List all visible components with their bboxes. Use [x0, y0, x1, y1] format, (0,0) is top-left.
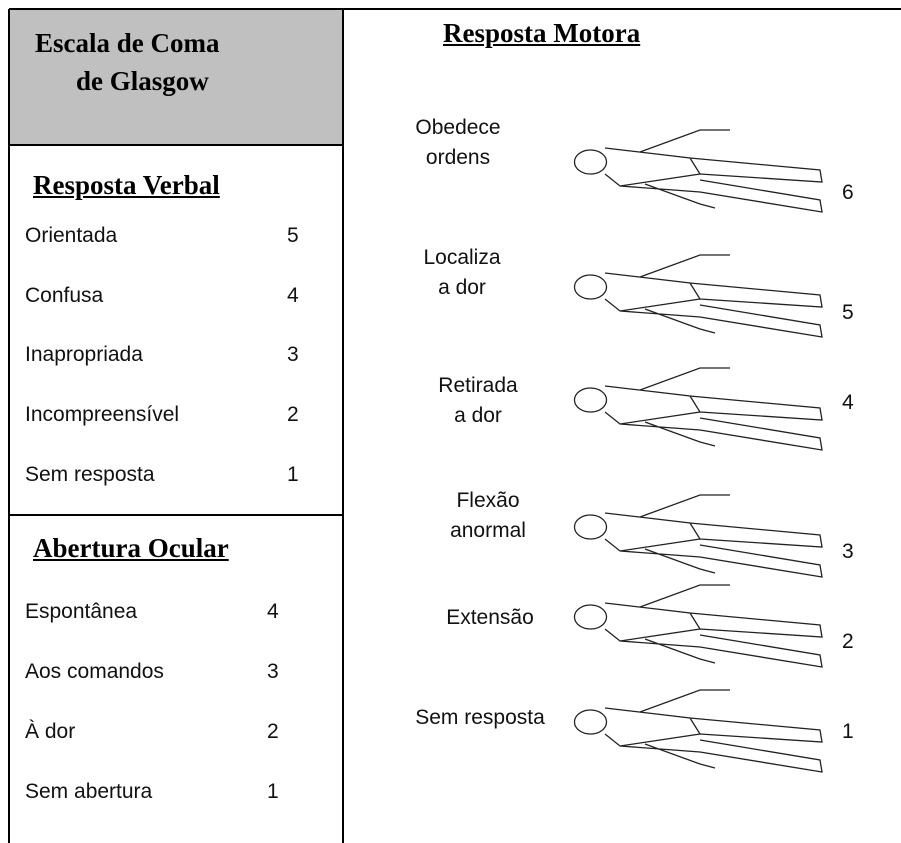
item-score: 1	[842, 720, 854, 743]
figure	[573, 129, 823, 213]
motor-label: Extensão	[446, 606, 534, 629]
item-label: Sem resposta	[25, 463, 155, 486]
figure	[573, 584, 823, 668]
title: Escala de Coma	[35, 28, 220, 58]
item-label: Inapropriada	[25, 343, 143, 366]
figures	[573, 129, 823, 773]
item-score: 4	[267, 600, 279, 623]
motor-label: anormal	[450, 519, 526, 542]
title-box	[9, 9, 343, 145]
item-label: Aos comandos	[25, 660, 164, 683]
item-score: 2	[842, 630, 854, 653]
motor-label: a dor	[454, 404, 502, 427]
item-label: Orientada	[25, 224, 118, 247]
section-heading: Resposta Verbal	[33, 170, 220, 200]
item-score: 1	[287, 463, 299, 486]
motor-label: Sem resposta	[415, 706, 545, 729]
item-score: 6	[842, 181, 854, 204]
motor-label: Localiza	[423, 246, 501, 269]
item-score: 2	[287, 403, 299, 426]
item-label: Incompreensível	[25, 403, 180, 426]
figure	[573, 254, 823, 338]
item-score: 4	[842, 391, 854, 414]
motor-label: ordens	[425, 146, 491, 169]
borders	[8, 8, 901, 843]
figure	[573, 367, 823, 451]
figure	[573, 689, 823, 773]
motor-label: Retirada	[438, 374, 518, 397]
item-score: 3	[287, 343, 299, 366]
item-score: 5	[842, 301, 854, 324]
section-heading: Abertura Ocular	[33, 533, 229, 563]
item-score: 5	[287, 224, 299, 247]
motor-label: Obedece	[415, 116, 501, 139]
item-label: À dor	[25, 720, 76, 743]
item-score: 3	[267, 660, 279, 683]
item-score: 2	[267, 720, 279, 743]
item-score: 3	[842, 540, 854, 563]
item-score: 1	[267, 780, 279, 803]
item-label: Confusa	[25, 284, 104, 307]
figure	[573, 494, 823, 578]
section-heading: Resposta Motora	[443, 18, 641, 48]
item-label: Espontânea	[25, 600, 138, 623]
item-label: Sem abertura	[25, 780, 153, 803]
title: de Glasgow	[76, 66, 209, 96]
item-score: 4	[287, 284, 299, 307]
motor-label: Flexão	[456, 489, 520, 512]
motor-label: a dor	[438, 276, 486, 299]
